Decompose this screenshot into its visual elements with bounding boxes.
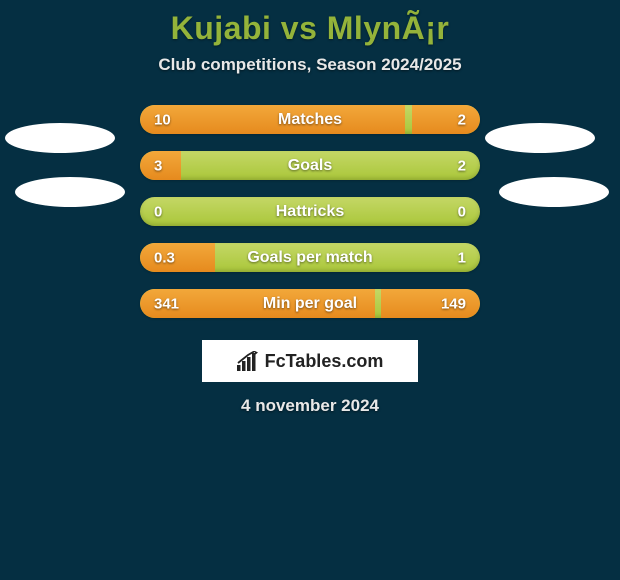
comparison-bars: 102Matches 32Goals 00Hattricks 0.31Goals pe… bbox=[140, 105, 480, 318]
stat-bar: 0.31Goals per match bbox=[140, 243, 480, 272]
date-label: 4 november 2024 bbox=[0, 396, 620, 416]
bar-label: Goals per match bbox=[140, 243, 480, 272]
avatar-placeholder bbox=[499, 177, 609, 207]
bar-label: Goals bbox=[140, 151, 480, 180]
stat-bar: 00Hattricks bbox=[140, 197, 480, 226]
avatar-placeholder bbox=[5, 123, 115, 153]
bar-label: Min per goal bbox=[140, 289, 480, 318]
page-subtitle: Club competitions, Season 2024/2025 bbox=[0, 55, 620, 75]
avatar-placeholder bbox=[485, 123, 595, 153]
chart-icon bbox=[237, 351, 259, 371]
bar-label: Hattricks bbox=[140, 197, 480, 226]
bar-label: Matches bbox=[140, 105, 480, 134]
page-title: Kujabi vs MlynÃ¡r bbox=[0, 0, 620, 47]
stat-bar: 32Goals bbox=[140, 151, 480, 180]
stat-bar: 341149Min per goal bbox=[140, 289, 480, 318]
stat-bar: 102Matches bbox=[140, 105, 480, 134]
logo-text: FcTables.com bbox=[265, 351, 384, 372]
logo-box: FcTables.com bbox=[202, 340, 418, 382]
avatar-placeholder bbox=[15, 177, 125, 207]
